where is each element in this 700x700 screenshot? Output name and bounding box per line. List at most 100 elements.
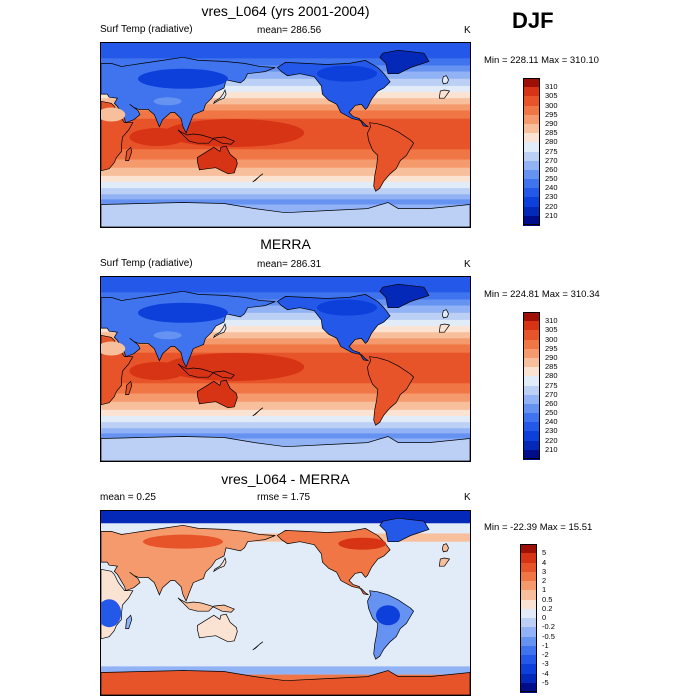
sahara-region <box>101 341 126 356</box>
colorbar-cell <box>520 655 537 665</box>
colorbar-cell <box>523 348 540 359</box>
colorbar-cell <box>523 312 540 322</box>
colorbar-cell <box>520 581 537 591</box>
zonal-band <box>101 71 470 80</box>
colorbar-tick-label: 300 <box>545 334 558 344</box>
colorbar-tick-label: -1 <box>542 640 549 650</box>
colorbar-frame <box>523 312 540 459</box>
colorbar-tick-label: 260 <box>545 164 558 174</box>
zonal-band <box>101 332 470 339</box>
continent-greenland <box>379 49 430 75</box>
colorbar-cell <box>520 553 537 563</box>
central-africa-cold <box>101 599 122 628</box>
colorbar-tick-label: 0.5 <box>542 594 553 604</box>
panel-1-variable: Surf Temp (radiative) <box>100 24 193 35</box>
continent-australia <box>197 379 238 409</box>
colorbar-cell <box>523 78 540 88</box>
colorbar-cell <box>523 330 540 341</box>
colorbar-tick-label: -2 <box>542 650 549 659</box>
continent-japan <box>212 89 227 105</box>
colorbar-cell <box>520 636 537 647</box>
colorbar-cell <box>523 206 540 217</box>
siberia-cold <box>138 302 228 323</box>
colorbar-cell <box>523 179 540 189</box>
zonal-band <box>101 438 470 450</box>
zonal-band <box>101 78 470 87</box>
panel-2-minmax: Min = 224.81 Max = 310.34 <box>484 289 600 300</box>
colorbar-cell <box>520 673 537 684</box>
colorbar-cell <box>523 385 540 396</box>
colorbar-tick-label: 275 <box>545 146 558 156</box>
panel-1-units: K <box>464 25 471 36</box>
colorbar-tick-label: 230 <box>545 192 558 202</box>
zonal-band <box>101 204 470 216</box>
colorbar-cell <box>523 169 540 180</box>
panel-3-minmax: Min = -22.39 Max = 15.51 <box>484 522 593 533</box>
panel-3-map <box>100 510 471 696</box>
canada-cold <box>317 299 377 316</box>
siberia-warm <box>143 534 223 549</box>
zonal-band <box>101 110 470 119</box>
season-label: DJF <box>512 8 554 33</box>
continent-madagascar <box>125 614 133 629</box>
panel-2-map-svg <box>101 277 470 461</box>
colorbar-cell <box>523 449 540 460</box>
panel-1-map-svg <box>101 43 470 227</box>
zonal-band <box>101 393 470 403</box>
colorbar-cell <box>523 188 540 198</box>
zonal-band <box>101 277 470 293</box>
zonal-band <box>101 428 470 434</box>
zonal-band <box>101 416 470 423</box>
colorbar-tick-label: 280 <box>545 371 558 381</box>
colorbar-cell <box>523 96 540 107</box>
zonal-band <box>101 422 470 429</box>
siberia-cold <box>138 68 228 89</box>
panel-2-map <box>100 276 471 462</box>
panel-2-title: MERRA <box>260 236 311 252</box>
colorbar-tick-label: 295 <box>545 109 558 119</box>
colorbar-tick-label: 240 <box>545 417 558 427</box>
amazon-cold <box>376 605 400 626</box>
colorbar-cell <box>523 321 540 331</box>
colorbar-tick-label: 305 <box>545 91 558 101</box>
arctic-anomaly <box>101 511 470 524</box>
colorbar-cell <box>523 422 540 432</box>
colorbar-tick-label: 4 <box>542 557 547 567</box>
panel-2-mean: mean= 286.31 <box>257 259 322 270</box>
zonal-band <box>101 344 470 353</box>
continent-japan <box>212 557 227 573</box>
continent-newZealand <box>252 407 264 417</box>
continent-japan <box>212 323 227 339</box>
continent-greenland <box>379 283 430 309</box>
colorbar-tick-label: 290 <box>545 118 558 128</box>
continent-uk <box>441 75 449 85</box>
warm-pool <box>129 128 186 147</box>
colorbar-cell <box>523 215 540 226</box>
colorbar-tick-label: 250 <box>545 174 558 184</box>
colorbar-tick-label: 210 <box>545 444 558 454</box>
colorbar-cell <box>523 114 540 125</box>
colorbar-tick-label: 220 <box>545 435 558 445</box>
colorbar-tick-label: 295 <box>545 343 558 353</box>
colorbar-tick-label: 250 <box>545 408 558 418</box>
panel-1-map <box>100 42 471 228</box>
canada-warm <box>338 537 387 550</box>
panel-1-minmax: Min = 228.11 Max = 310.10 <box>484 55 599 66</box>
colorbar-frame <box>523 78 540 225</box>
zonal-band <box>101 312 470 321</box>
zonal-band <box>101 104 470 111</box>
colorbar-tick-label: 310 <box>545 316 558 326</box>
continent-antarctica <box>101 202 470 227</box>
colorbar-cell <box>523 339 540 350</box>
continent-europeWest <box>438 557 451 567</box>
colorbar-cell <box>523 87 540 97</box>
colorbar-tick-label: 5 <box>542 548 547 558</box>
colorbar-cell <box>523 105 540 116</box>
panel-3-mean: mean = 0.25 <box>100 492 156 503</box>
colorbar-tick-label: 230 <box>545 426 558 436</box>
panel-3-map-svg <box>101 511 470 695</box>
colorbar-tick-label: -4 <box>542 668 549 678</box>
colorbar-cell <box>523 367 540 377</box>
colorbar-cell <box>523 394 540 405</box>
southern-ocean-anomaly <box>101 666 470 675</box>
